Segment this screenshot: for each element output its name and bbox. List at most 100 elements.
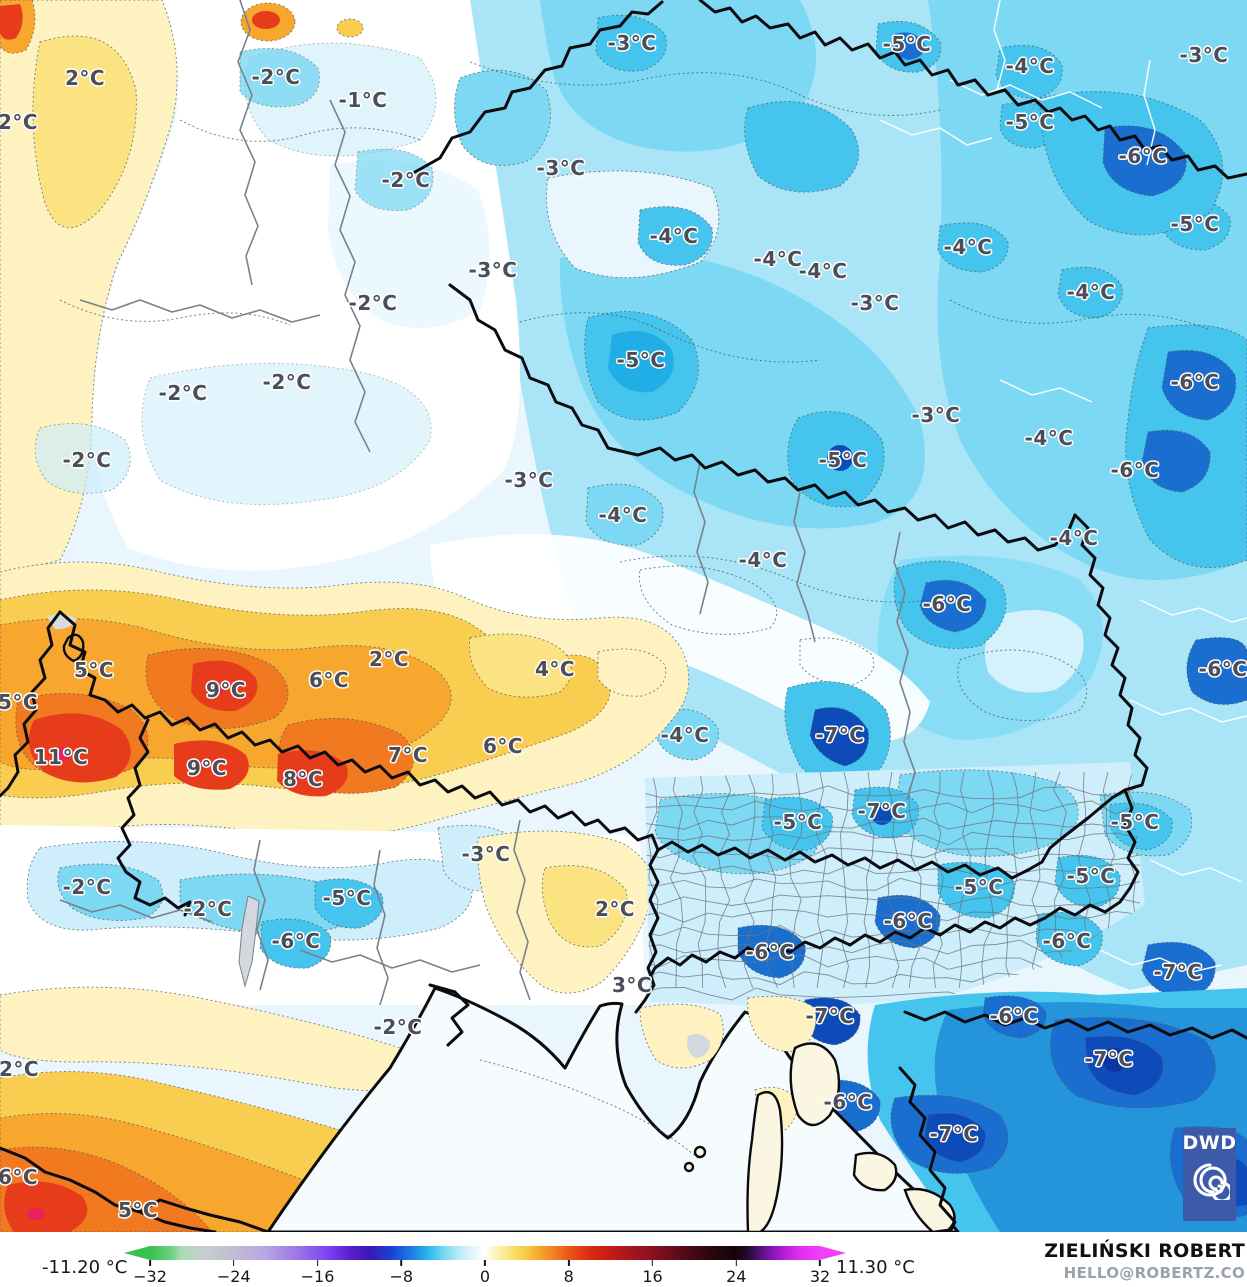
temp-label: -4°C bbox=[753, 247, 803, 271]
colorbar-tick: −8 bbox=[389, 1260, 413, 1286]
temp-label: -5°C bbox=[773, 810, 823, 834]
colorbar-left-arrow bbox=[124, 1246, 150, 1260]
temp-label: -2°C bbox=[62, 875, 112, 899]
temp-label: -5°C bbox=[954, 875, 1004, 899]
temp-label: -5°C bbox=[1066, 864, 1116, 888]
temp-label: 2°C bbox=[594, 897, 636, 921]
temp-label: -2°C bbox=[251, 65, 301, 89]
temp-label: 3°C bbox=[611, 973, 653, 997]
temp-label: -5°C bbox=[1005, 110, 1055, 134]
colorbar-min-label: -11.20 °C bbox=[42, 1257, 128, 1278]
temp-label: -2°C bbox=[183, 897, 233, 921]
temp-label: -6°C bbox=[1198, 657, 1247, 681]
temp-label: -2°C bbox=[262, 370, 312, 394]
temp-label: 6°C bbox=[0, 1165, 39, 1189]
temp-label: 2°C bbox=[0, 110, 39, 134]
temp-label: -4°C bbox=[598, 503, 648, 527]
temp-label: 2°C bbox=[368, 647, 410, 671]
temp-label: -7°C bbox=[815, 723, 865, 747]
temp-label: -6°C bbox=[271, 929, 321, 953]
temp-label: -6°C bbox=[823, 1090, 873, 1114]
temp-label: -4°C bbox=[1024, 426, 1074, 450]
temp-label: -3°C bbox=[850, 291, 900, 315]
temp-label: 7°C bbox=[387, 743, 429, 767]
temp-label: -6°C bbox=[1170, 370, 1220, 394]
temp-label: 4°C bbox=[534, 657, 576, 681]
dwd-logo-text: DWD bbox=[1182, 1132, 1237, 1154]
colorbar-tick: 0 bbox=[480, 1260, 490, 1286]
temp-label: -5°C bbox=[818, 448, 868, 472]
temp-label: -3°C bbox=[468, 258, 518, 282]
temp-label: -4°C bbox=[1049, 526, 1099, 550]
temp-label: 2°C bbox=[0, 1057, 40, 1081]
temp-label: -3°C bbox=[536, 156, 586, 180]
temp-label: -6°C bbox=[1118, 144, 1168, 168]
temp-label: -3°C bbox=[1179, 43, 1229, 67]
temp-label: -5°C bbox=[882, 32, 932, 56]
temp-label: -6°C bbox=[922, 592, 972, 616]
temp-label: -4°C bbox=[1066, 280, 1116, 304]
contact-email: HELLO@ROBERTZ.CO bbox=[1063, 1264, 1245, 1282]
temp-label: -4°C bbox=[798, 259, 848, 283]
regional-borders bbox=[59, 0, 1247, 1006]
temp-label: -6°C bbox=[989, 1004, 1039, 1028]
country-borders bbox=[0, 0, 1247, 1232]
temp-label: 5°C bbox=[117, 1198, 159, 1222]
temp-label: -4°C bbox=[943, 235, 993, 259]
temp-label: -7°C bbox=[857, 799, 907, 823]
temperature-colorbar: −32 −24 −16 −8 0 8 16 24 32 bbox=[124, 1246, 846, 1286]
colorbar-tick: 16 bbox=[642, 1260, 663, 1286]
temp-label: -3°C bbox=[911, 403, 961, 427]
colorbar-tick: −24 bbox=[217, 1260, 251, 1286]
dwd-logo: DWD bbox=[1183, 1128, 1236, 1221]
temp-label: 11°C bbox=[33, 745, 89, 769]
colorbar-right-arrow bbox=[820, 1246, 846, 1260]
temp-label: -2°C bbox=[62, 448, 112, 472]
temp-label: 2°C bbox=[64, 66, 106, 90]
colorbar-gradient: −32 −24 −16 −8 0 8 16 24 32 bbox=[133, 1246, 830, 1286]
temp-label: -7°C bbox=[929, 1122, 979, 1146]
temp-label: -2°C bbox=[158, 381, 208, 405]
colorbar-max-label: 11.30 °C bbox=[836, 1257, 915, 1278]
colorbar-tick: −16 bbox=[301, 1260, 334, 1286]
temp-label: -2°C bbox=[348, 291, 398, 315]
temp-label: -3°C bbox=[607, 31, 657, 55]
temp-label: -1°C bbox=[338, 88, 388, 112]
temp-label: -2°C bbox=[373, 1015, 423, 1039]
author-name: ZIELIŃSKI ROBERT bbox=[1044, 1240, 1245, 1262]
colorbar-tick: 24 bbox=[726, 1260, 746, 1286]
temp-label: -5°C bbox=[1170, 212, 1220, 236]
credit-block: ZIELIŃSKI ROBERT HELLO@ROBERTZ.CO bbox=[1044, 1240, 1245, 1282]
temp-label: -5°C bbox=[1110, 810, 1160, 834]
temp-label: -7°C bbox=[1153, 960, 1203, 984]
temp-label: -5°C bbox=[322, 886, 372, 910]
temp-label: -6°C bbox=[883, 909, 933, 933]
temp-label: -7°C bbox=[1084, 1047, 1134, 1071]
temp-label: -4°C bbox=[1005, 54, 1055, 78]
temp-label: -6°C bbox=[1042, 929, 1092, 953]
temp-label: 9°C bbox=[186, 756, 228, 780]
temp-label: -4°C bbox=[738, 548, 788, 572]
temp-label: -5°C bbox=[616, 348, 666, 372]
temp-label: -7°C bbox=[805, 1004, 855, 1028]
temp-label: -6°C bbox=[745, 940, 795, 964]
temp-label: 6°C bbox=[308, 668, 350, 692]
dwd-spiral-icon bbox=[1192, 1163, 1230, 1200]
temp-label: -3°C bbox=[461, 842, 511, 866]
temp-label: -3°C bbox=[504, 468, 554, 492]
temp-label: -6°C bbox=[1110, 458, 1160, 482]
temp-label: 5°C bbox=[0, 690, 39, 714]
temperature-anomaly-map: 2°C -2°C -1°C 2°C -2°C -3°C -3°C -4°C -5°C -4°C -3… bbox=[0, 0, 1247, 1234]
temp-label: 9°C bbox=[205, 678, 247, 702]
temp-label: 6°C bbox=[482, 734, 524, 758]
map-canvas bbox=[0, 0, 1247, 1232]
colorbar-tick: −32 bbox=[133, 1260, 167, 1286]
colorbar-tick: 8 bbox=[564, 1260, 574, 1286]
colorbar-tick: 32 bbox=[810, 1260, 830, 1286]
temp-label: 8°C bbox=[282, 767, 324, 791]
temp-label: 5°C bbox=[73, 658, 115, 682]
temp-label: -2°C bbox=[381, 168, 431, 192]
temp-label: -4°C bbox=[660, 723, 710, 747]
temp-label: -4°C bbox=[649, 224, 699, 248]
